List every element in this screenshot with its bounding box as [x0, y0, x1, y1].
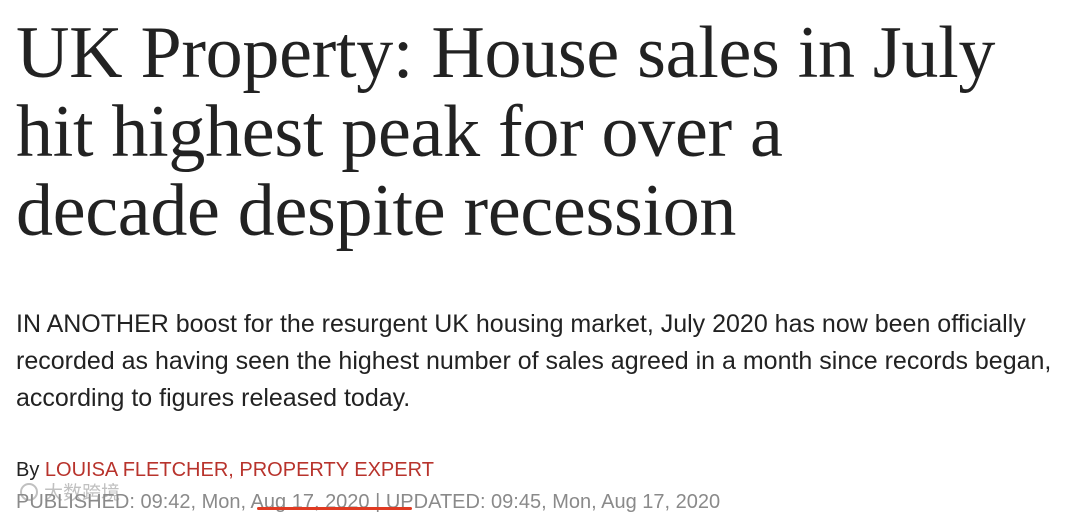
watermark-logo-icon: [20, 482, 38, 501]
article: UK Property: House sales in July hit hig…: [16, 0, 1072, 515]
headline-line-1: UK Property: House sales in July: [16, 12, 996, 94]
headline-line-2: hit highest peak for over a: [16, 91, 783, 173]
headline: UK Property: House sales in July hit hig…: [16, 14, 1072, 251]
dateline: PUBLISHED: 09:42, Mon, Aug 17, 2020 | UP…: [16, 491, 721, 513]
byline-prefix: By: [16, 459, 45, 481]
standfirst: IN ANOTHER boost for the resurgent UK ho…: [16, 310, 1052, 412]
headline-line-3: decade despite recession: [16, 170, 737, 252]
byline: By LOUISA FLETCHER, PROPERTY EXPERT: [16, 457, 1072, 483]
date-highlight-underline: [257, 507, 412, 510]
watermark: 大数跨境: [20, 478, 120, 505]
watermark-text: 大数跨境: [44, 482, 121, 504]
author-link[interactable]: LOUISA FLETCHER, PROPERTY EXPERT: [44, 459, 434, 481]
